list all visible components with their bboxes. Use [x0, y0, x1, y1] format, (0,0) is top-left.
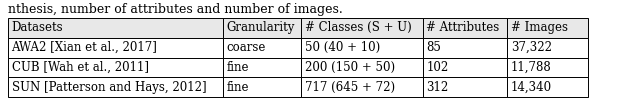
Bar	[301, 18, 423, 38]
Text: 717 (645 + 72): 717 (645 + 72)	[305, 81, 395, 94]
Text: CUB [Wah et al., 2011]: CUB [Wah et al., 2011]	[12, 61, 148, 74]
Text: coarse: coarse	[227, 41, 266, 54]
Bar	[507, 18, 588, 38]
Text: 102: 102	[426, 61, 449, 74]
Text: 14,340: 14,340	[511, 81, 552, 94]
Text: 200 (150 + 50): 200 (150 + 50)	[305, 61, 395, 74]
Text: SUN [Patterson and Hays, 2012]: SUN [Patterson and Hays, 2012]	[12, 81, 206, 94]
Bar	[301, 58, 423, 77]
Text: 312: 312	[426, 81, 449, 94]
Text: 11,788: 11,788	[511, 61, 552, 74]
Bar	[223, 18, 301, 38]
Text: nthesis, number of attributes and number of images.: nthesis, number of attributes and number…	[8, 3, 343, 16]
Bar	[223, 58, 301, 77]
Bar	[8, 77, 223, 97]
Bar	[423, 77, 507, 97]
Bar	[507, 58, 588, 77]
Bar	[8, 18, 223, 38]
Bar	[507, 77, 588, 97]
Bar	[223, 38, 301, 58]
Bar	[223, 77, 301, 97]
Text: Datasets: Datasets	[12, 21, 63, 34]
Bar	[8, 58, 223, 77]
Bar	[507, 38, 588, 58]
Text: 37,322: 37,322	[511, 41, 552, 54]
Text: 85: 85	[426, 41, 442, 54]
Text: Granularity: Granularity	[227, 21, 295, 34]
Text: fine: fine	[227, 81, 249, 94]
Bar	[301, 38, 423, 58]
Bar	[423, 58, 507, 77]
Text: # Images: # Images	[511, 21, 568, 34]
Text: # Classes (S + U): # Classes (S + U)	[305, 21, 412, 34]
Bar	[423, 38, 507, 58]
Text: fine: fine	[227, 61, 249, 74]
Text: 50 (40 + 10): 50 (40 + 10)	[305, 41, 380, 54]
Text: # Attributes: # Attributes	[426, 21, 500, 34]
Text: AWA2 [Xian et al., 2017]: AWA2 [Xian et al., 2017]	[12, 41, 157, 54]
Bar	[8, 38, 223, 58]
Bar	[301, 77, 423, 97]
Bar	[423, 18, 507, 38]
